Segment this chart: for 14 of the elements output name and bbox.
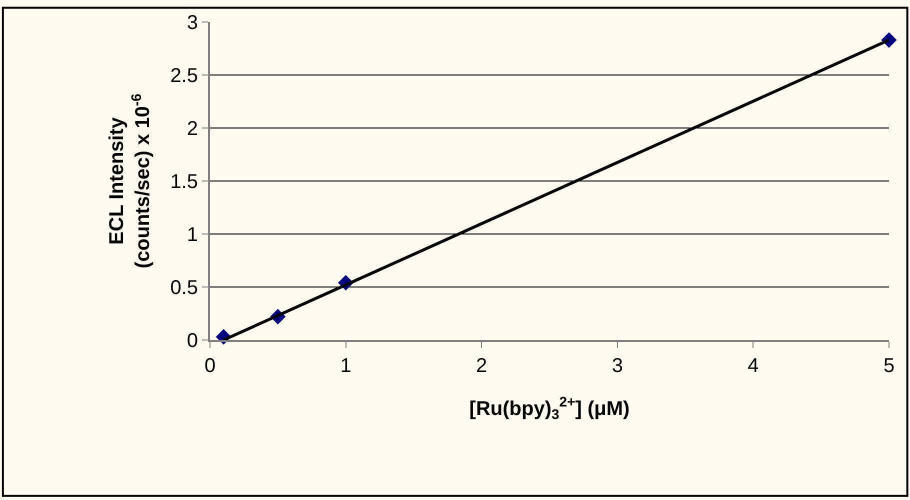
y-tick-label: 1	[186, 224, 198, 246]
x-tick-label: 2	[476, 355, 488, 377]
x-tick-label: 1	[340, 355, 352, 377]
x-axis-title: [Ru(bpy)$_{3}$$^{2+}$] (μM)	[469, 394, 630, 422]
y-tick-label: 1.5	[170, 171, 198, 193]
y-tick-label: 2.5	[170, 65, 198, 87]
y-tick-label: 3	[186, 12, 198, 34]
y-tick-label: 0	[186, 330, 198, 352]
y-tick-label: 0.5	[170, 277, 198, 299]
x-tick-label: 0	[204, 355, 216, 377]
x-tick-label: 5	[883, 355, 895, 377]
y-tick-label: 2	[186, 118, 198, 140]
x-tick-label: 4	[748, 355, 759, 377]
x-tick-label: 3	[612, 355, 623, 377]
